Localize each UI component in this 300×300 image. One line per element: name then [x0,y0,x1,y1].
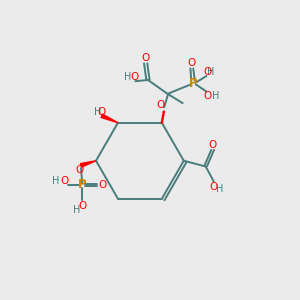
Text: O: O [142,53,150,63]
Text: P: P [78,178,86,191]
Text: O: O [210,182,218,192]
Text: H: H [124,72,132,82]
Text: O: O [203,91,212,101]
Text: H: H [74,205,81,215]
Text: H: H [212,91,219,101]
Text: O: O [188,58,196,68]
Text: O: O [203,67,212,77]
Text: O: O [75,164,83,175]
Text: O: O [98,180,106,190]
Text: H: H [52,176,60,186]
Text: P: P [189,77,197,90]
Polygon shape [80,161,96,167]
Text: O: O [78,202,86,212]
Text: H: H [94,107,101,117]
Text: O: O [208,140,217,150]
Text: O: O [131,72,139,82]
Text: H: H [216,184,223,194]
Polygon shape [101,114,118,123]
Text: O: O [60,176,68,186]
Text: H: H [207,67,214,77]
Text: O: O [157,100,165,110]
Text: O: O [98,107,106,117]
